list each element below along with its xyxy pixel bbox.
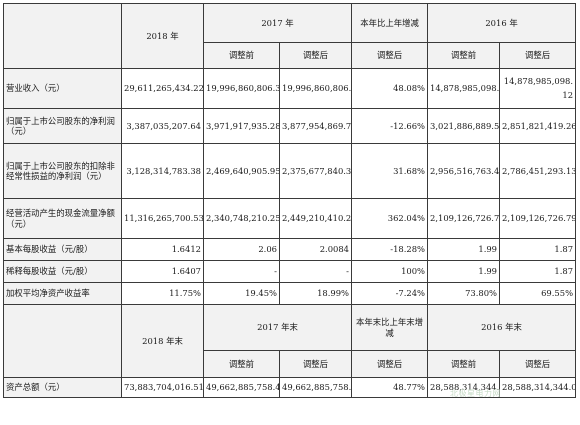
cell-2017-before: 19.45%: [203, 282, 280, 305]
table-row: 营业收入（元） 29,611,265,434.22 19,996,860,806…: [3, 68, 577, 109]
header-2016: 2016 年: [427, 3, 577, 43]
cell-yoy: 100%: [351, 260, 429, 283]
cell-2017-before: 2,469,640,905.95: [203, 143, 280, 199]
header-2018-end: 2018 年末: [121, 304, 204, 378]
cell-2016-before: 3,021,886,889.59: [427, 108, 501, 144]
cell-2016-after: 28,588,314,344.08: [499, 377, 577, 398]
cell-2018: 1.6407: [121, 260, 204, 283]
cell-yoy: 31.68%: [351, 143, 429, 199]
header-2016-after-2: 调整后: [499, 350, 577, 378]
cell-2017-before: 2,340,748,210.25: [203, 198, 280, 239]
cell-2017-after: 3,877,954,869.70: [278, 108, 353, 144]
header-2016-before-2: 调整前: [427, 350, 501, 378]
cell-2016-before: 2,109,126,726.79: [427, 198, 501, 239]
cell-2017-after: 49,662,885,758.45: [278, 377, 353, 398]
header-row-years: 2018 年 2017 年 本年比上年增减 2016 年: [3, 3, 577, 69]
row-label: 经营活动产生的现金流量净额（元）: [3, 198, 122, 239]
header-2017-before-2: 调整前: [203, 350, 280, 378]
row-label: 营业收入（元）: [3, 68, 122, 109]
header-blank-2: [3, 304, 122, 378]
cell-yoy: 362.04%: [351, 198, 429, 239]
header-yoy-after: 调整后: [351, 42, 429, 69]
cell-2017-before: 19,996,860,806.33: [203, 68, 280, 109]
cell-2018: 3,387,035,207.64: [121, 108, 204, 144]
cell-2018: 29,611,265,434.22: [121, 68, 204, 109]
table-row: 加权平均净资产收益率 11.75% 19.45% 18.99% -7.24% 7…: [3, 282, 577, 305]
cell-2017-after: -: [278, 260, 353, 283]
cell-2016-after: 2,851,821,419.26: [499, 108, 577, 144]
cell-yoy: 48.77%: [351, 377, 429, 398]
cell-yoy: -12.66%: [351, 108, 429, 144]
cell-2016-after: 1.87: [499, 238, 577, 261]
cell-2017-before: 2.06: [203, 238, 280, 261]
cell-2016-after: 2,786,451,293.13: [499, 143, 577, 199]
header-2016-before: 调整前: [427, 42, 501, 69]
header-2017-after-2: 调整后: [278, 350, 353, 378]
cell-2017-before: 3,971,917,935.28: [203, 108, 280, 144]
table-row: 基本每股收益（元/股） 1.6412 2.06 2.0084 -18.28% 1…: [3, 238, 577, 261]
header-row-yearend: 2018 年末 2017 年末 本年末比上年末增减 2016 年末: [3, 304, 577, 378]
row-label: 资产总额（元）: [3, 377, 122, 398]
header-2017-end: 2017 年末: [202, 304, 353, 351]
table-row: 归属于上市公司股东的扣除非经常性损益的净利润（元） 3,128,314,783.…: [3, 143, 577, 199]
cell-2018: 3,128,314,783.38: [121, 143, 204, 199]
cell-yoy: -7.24%: [351, 282, 429, 305]
cell-2017-before: 49,662,885,758.45: [203, 377, 280, 398]
cell-2016-after: 14,878,985,098.12: [499, 68, 577, 109]
row-label: 加权平均净资产收益率: [3, 282, 122, 305]
row-label: 基本每股收益（元/股）: [3, 238, 122, 261]
cell-2017-after: 19,996,860,806.33: [278, 68, 353, 109]
cell-2016-before: 28,588,314,344.08: [427, 377, 501, 398]
cell-2018: 11,316,265,700.53: [121, 198, 204, 239]
cell-2016-after: 69.55%: [499, 282, 577, 305]
header-yoy: 本年比上年增减: [351, 3, 429, 43]
header-row-adjust: 调整前 调整后 调整后 调整前 调整后: [4, 42, 577, 69]
cell-yoy: 48.08%: [351, 68, 429, 109]
cell-2016-before: 14,878,985,098.12: [427, 68, 501, 109]
row-label: 归属于上市公司股东的净利润（元）: [3, 108, 122, 144]
header-blank: [3, 3, 122, 69]
cell-2016-before: 1.99: [427, 238, 501, 261]
cell-2018: 11.75%: [121, 282, 204, 305]
cell-2017-after: 2.0084: [278, 238, 353, 261]
header-2017-before: 调整前: [203, 42, 280, 69]
cell-2016-before: 1.99: [427, 260, 501, 283]
header-2016-end: 2016 年末: [427, 304, 577, 351]
cell-2017-after: 2,449,210,410.25: [278, 198, 353, 239]
cell-2017-before: -: [203, 260, 280, 283]
row-label: 归属于上市公司股东的扣除非经常性损益的净利润（元）: [3, 143, 122, 199]
cell-2016-before: 73.80%: [427, 282, 501, 305]
header-row-adjust-2: 调整前 调整后 调整后 调整前 调整后: [4, 350, 577, 378]
cell-2017-after: 18.99%: [278, 282, 353, 305]
cell-2018: 1.6412: [121, 238, 204, 261]
header-yoy-end: 本年末比上年末增减: [351, 304, 429, 351]
header-yoy-after-2: 调整后: [351, 350, 429, 378]
header-2017: 2017 年: [202, 3, 353, 43]
header-2016-after: 调整后: [499, 42, 577, 69]
cell-2017-after: 2,375,677,840.37: [278, 143, 353, 199]
cell-yoy: -18.28%: [351, 238, 429, 261]
cell-2016-after: 2,109,126,726.79: [499, 198, 577, 239]
header-2018: 2018 年: [121, 3, 204, 69]
table-row: 稀释每股收益（元/股） 1.6407 - - 100% 1.99 1.87: [3, 260, 577, 283]
header-2017-after: 调整后: [278, 42, 353, 69]
table-row-assets: 资产总额（元） 73,883,704,016.51 49,662,885,758…: [3, 377, 577, 398]
table-row: 归属于上市公司股东的净利润（元） 3,387,035,207.64 3,971,…: [3, 108, 577, 144]
cell-2018: 73,883,704,016.51: [121, 377, 204, 398]
table-row: 经营活动产生的现金流量净额（元） 11,316,265,700.53 2,340…: [3, 198, 577, 239]
row-label: 稀释每股收益（元/股）: [3, 260, 122, 283]
cell-2016-before: 2,956,516,763.46: [427, 143, 501, 199]
cell-2016-after: 1.87: [499, 260, 577, 283]
financial-table: 2018 年 2017 年 本年比上年增减 2016 年 调整前 调整后 调整后…: [3, 3, 577, 398]
